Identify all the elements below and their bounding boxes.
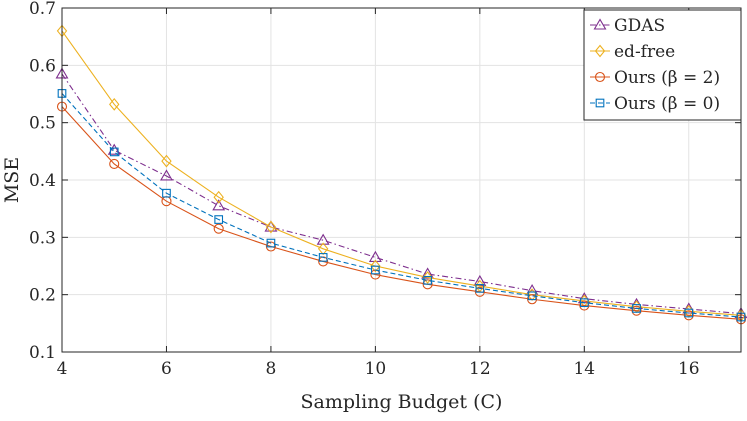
circle-marker xyxy=(109,158,120,169)
x-tick-label: 16 xyxy=(678,359,700,379)
diamond-marker xyxy=(265,220,277,234)
series-ours-2- xyxy=(56,101,747,325)
y-tick-label: 0.6 xyxy=(29,56,56,76)
square-marker xyxy=(162,188,171,198)
circle-marker xyxy=(594,71,606,83)
circle-marker xyxy=(631,305,642,316)
diamond-marker xyxy=(109,97,120,111)
series-line xyxy=(61,106,742,320)
y-tick-label: 0.3 xyxy=(29,228,56,248)
y-tick-label: 0.4 xyxy=(29,171,56,191)
triangle-marker xyxy=(212,199,226,211)
triangle-marker xyxy=(421,267,435,279)
y-tick-label: 0.1 xyxy=(29,343,56,363)
series-line xyxy=(61,30,742,316)
square-marker xyxy=(475,284,485,293)
plot-frame xyxy=(61,7,742,353)
x-tick-label: 14 xyxy=(573,359,595,379)
legend-label: GDAS xyxy=(614,16,665,36)
diamond-marker xyxy=(213,190,224,204)
series-ours-0- xyxy=(57,89,746,322)
circle-marker xyxy=(683,310,694,321)
circle-marker xyxy=(579,300,590,311)
y-tick-label: 0.2 xyxy=(29,286,56,306)
square-marker xyxy=(318,253,328,262)
square-marker xyxy=(371,265,380,275)
diamond-marker xyxy=(161,154,172,168)
triangle-marker xyxy=(682,302,696,314)
square-marker xyxy=(527,291,537,301)
triangle-marker xyxy=(368,250,382,262)
y-axis-title: MSE xyxy=(1,157,23,203)
square-marker xyxy=(684,308,694,318)
circle-marker xyxy=(422,279,433,290)
circle-marker xyxy=(265,241,276,252)
square-marker xyxy=(214,215,224,224)
triangle-marker xyxy=(160,169,173,181)
square-marker xyxy=(423,275,432,285)
diamond-marker xyxy=(317,242,329,256)
y-tick-label: 0.5 xyxy=(29,114,56,134)
square-marker xyxy=(595,98,605,108)
triangle-marker xyxy=(264,220,278,232)
x-tick-label: 8 xyxy=(266,359,277,379)
diamond-marker xyxy=(370,259,381,273)
legend: GDAS ed-free Ours (β = 2) Ours (β = 0) xyxy=(583,9,742,121)
y-tick-label: 0.7 xyxy=(29,0,56,19)
triangle-marker xyxy=(473,274,487,287)
circle-marker xyxy=(474,286,485,297)
diamond-marker xyxy=(594,44,606,58)
diamond-marker xyxy=(422,271,433,284)
axes: 4 6 8 10 12 14 16 0.1 0.2 0.3 0.4 0.5 0.6 0.7 xyxy=(29,0,742,379)
square-marker xyxy=(109,147,119,157)
x-tick-label: 10 xyxy=(365,359,387,379)
square-marker xyxy=(632,304,641,313)
legend-label: Ours (β = 2) xyxy=(614,68,720,88)
triangle-marker xyxy=(316,233,330,245)
x-axis-title: Sampling Budget (C) xyxy=(301,391,503,413)
legend-label: Ours (β = 0) xyxy=(614,94,720,114)
square-marker xyxy=(266,238,276,248)
series-layer xyxy=(55,24,747,325)
circle-marker xyxy=(213,223,224,234)
circle-marker xyxy=(527,294,538,305)
square-marker xyxy=(579,298,589,308)
x-tick-label: 4 xyxy=(57,359,68,379)
legend-box xyxy=(583,9,742,121)
x-tick-label: 6 xyxy=(161,359,172,379)
x-tick-label: 12 xyxy=(469,359,491,379)
diamond-marker xyxy=(526,288,538,302)
triangle-marker xyxy=(593,18,607,30)
series-line xyxy=(61,93,742,318)
legend-label: ed-free xyxy=(614,42,675,62)
